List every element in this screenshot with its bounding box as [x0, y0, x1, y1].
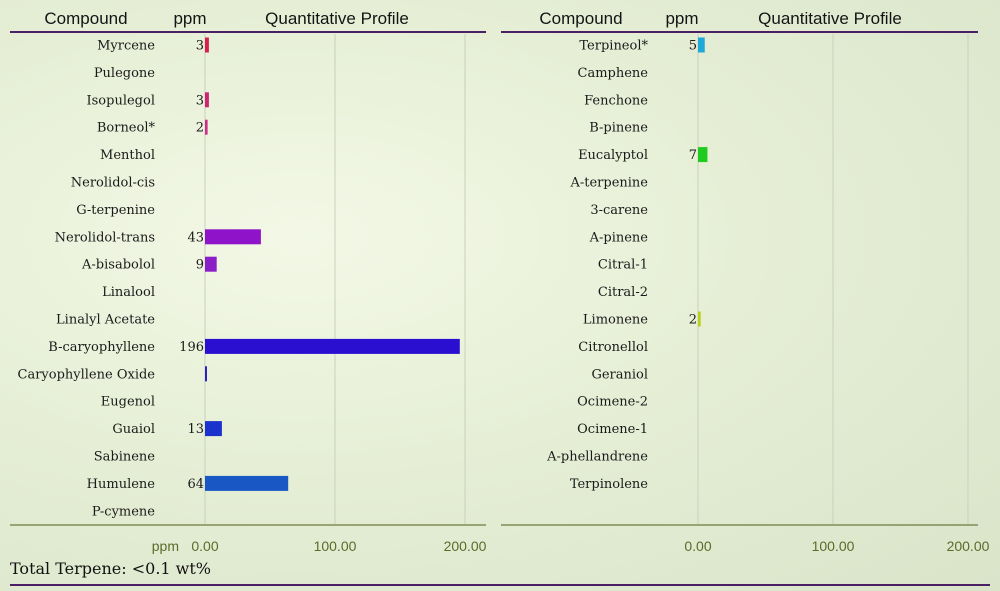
- compound-label: Linalool: [102, 285, 155, 300]
- header-compound: Compound: [44, 9, 127, 28]
- compound-label: Fenchone: [584, 93, 648, 108]
- compound-label: Ocimene-2: [577, 395, 648, 410]
- tick-label: 100.00: [314, 538, 357, 554]
- bar: [205, 92, 209, 108]
- header-profile: Quantitative Profile: [758, 9, 902, 28]
- compound-label: B-caryophyllene: [48, 340, 155, 355]
- compound-label: Citronellol: [578, 340, 648, 355]
- axis-title: ppm: [152, 538, 179, 554]
- compound-label: B-pinene: [589, 121, 648, 136]
- tick-label: 200.00: [947, 538, 990, 554]
- value-label: 43: [187, 230, 204, 245]
- compound-label: Terpineol*: [579, 39, 648, 54]
- value-label: 2: [196, 121, 204, 136]
- bar: [205, 475, 289, 491]
- compound-label: Limonene: [583, 313, 648, 328]
- bar: [205, 421, 222, 437]
- compound-label: Humulene: [87, 477, 156, 492]
- compound-label: Eugenol: [101, 395, 155, 410]
- compound-label: Ocimene-1: [577, 422, 648, 437]
- value-label: 5: [689, 39, 697, 54]
- header-profile: Quantitative Profile: [265, 9, 409, 28]
- compound-label: Citral-2: [598, 285, 648, 300]
- header-ppm: ppm: [665, 9, 698, 28]
- bar: [205, 338, 460, 354]
- compound-label: 3-carene: [590, 203, 648, 218]
- value-label: 7: [689, 148, 697, 163]
- compound-label: Camphene: [578, 66, 649, 81]
- bar: [205, 366, 207, 382]
- tick-label: 0.00: [684, 538, 711, 554]
- tick-label: 0.00: [191, 538, 218, 554]
- compound-label: Linalyl Acetate: [56, 313, 155, 328]
- compound-label: Myrcene: [97, 39, 155, 54]
- tick-label: 100.00: [812, 538, 855, 554]
- compound-label: Sabinene: [94, 450, 156, 465]
- compound-label: A-bisabolol: [81, 258, 155, 273]
- bar: [698, 311, 701, 327]
- bar: [698, 37, 705, 53]
- compound-label: Menthol: [100, 148, 155, 163]
- compound-label: A-pinene: [589, 230, 649, 245]
- value-label: 13: [187, 422, 204, 437]
- bar: [205, 119, 208, 135]
- bar: [698, 147, 708, 163]
- header-ppm: ppm: [173, 9, 206, 28]
- value-label: 2: [689, 313, 697, 328]
- compound-label: Geraniol: [591, 367, 648, 382]
- value-label: 9: [196, 258, 204, 273]
- compound-label: Terpinolene: [570, 477, 648, 492]
- compound-label: A-phellandrene: [546, 450, 648, 465]
- compound-label: Guaiol: [112, 422, 155, 437]
- bar: [205, 37, 209, 53]
- value-label: 3: [196, 39, 204, 54]
- compound-label: Nerolidol-cis: [71, 176, 155, 191]
- compound-label: Nerolidol-trans: [55, 230, 155, 245]
- value-label: 196: [179, 340, 204, 355]
- compound-label: Isopulegol: [87, 93, 156, 108]
- compound-label: P-cymene: [92, 504, 155, 519]
- compound-label: Caryophyllene Oxide: [18, 367, 156, 382]
- value-label: 64: [187, 477, 204, 492]
- compound-label: A-terpenine: [569, 176, 648, 191]
- tick-label: 200.00: [444, 538, 487, 554]
- bar: [205, 229, 261, 245]
- compound-label: Borneol*: [97, 121, 156, 136]
- total-terpene: Total Terpene: <0.1 wt%: [10, 559, 211, 578]
- value-label: 3: [196, 93, 204, 108]
- compound-label: Pulegone: [94, 66, 155, 81]
- compound-label: G-terpenine: [76, 203, 155, 218]
- compound-label: Eucalyptol: [578, 148, 648, 163]
- header-compound: Compound: [539, 9, 622, 28]
- bar: [205, 256, 217, 272]
- compound-label: Citral-1: [598, 258, 648, 273]
